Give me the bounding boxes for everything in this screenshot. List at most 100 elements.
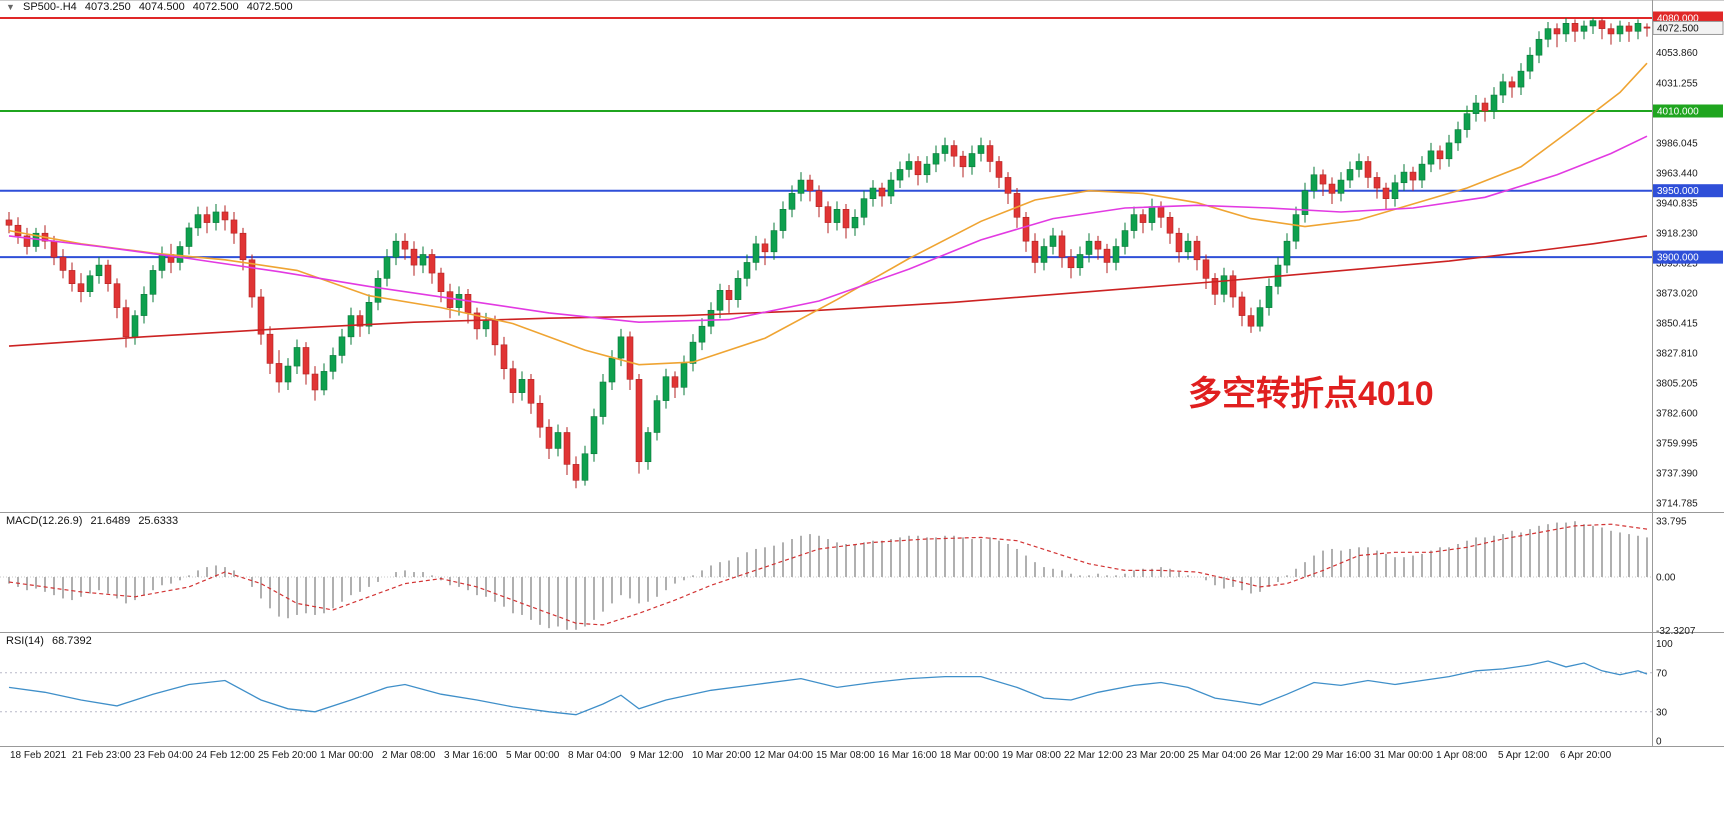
candle-body	[1256, 307, 1264, 327]
candle-body	[1328, 183, 1336, 194]
price-tick-label: 3940.835	[1656, 198, 1698, 209]
price-tick-label: 3782.600	[1656, 409, 1698, 420]
time-axis-label: 22 Mar 12:00	[1064, 750, 1123, 761]
candle-body	[311, 373, 319, 391]
macd-tick-label: 33.795	[1656, 517, 1687, 528]
candle-body	[1166, 216, 1174, 234]
candle-body	[275, 363, 283, 383]
candle-body	[104, 264, 112, 285]
candle-body	[824, 206, 832, 223]
candle-body	[230, 219, 238, 234]
candle-body	[428, 254, 436, 274]
candle-body	[1157, 206, 1165, 218]
candle-body	[644, 432, 652, 463]
candle-body	[1310, 174, 1318, 192]
candle-body	[1625, 25, 1633, 32]
candle-body	[410, 248, 418, 266]
chart-title: ▼ SP500-.H4 4073.250 4074.500 4072.500 4…	[6, 1, 298, 13]
candle-body	[986, 145, 994, 162]
candle-body	[1607, 28, 1615, 35]
macd-value-signal: 25.6333	[138, 515, 179, 527]
macd-tick-label: -32.3207	[1656, 626, 1696, 637]
candle-body	[689, 341, 697, 364]
time-axis-label: 23 Feb 04:00	[134, 750, 193, 761]
candle-body	[86, 275, 94, 292]
candle-body	[1391, 182, 1399, 199]
candle-body	[1337, 179, 1345, 194]
candle-body	[887, 179, 895, 197]
time-axis-label: 18 Feb 2021	[10, 750, 67, 761]
candle-body	[932, 153, 940, 165]
candle-body	[491, 320, 499, 346]
candle-body	[437, 272, 445, 292]
price-tick-label: 3963.440	[1656, 168, 1698, 179]
candle-body	[509, 368, 517, 393]
candle-body	[1247, 315, 1255, 327]
candle-body	[239, 232, 247, 261]
candle-body	[554, 432, 562, 449]
candle-body	[1004, 177, 1012, 194]
price-tick-label: 3827.810	[1656, 349, 1698, 360]
rsi-line	[8, 660, 1648, 716]
candle-body	[455, 294, 463, 308]
candle-body	[1544, 28, 1552, 40]
candle-body	[572, 464, 580, 481]
chevron-down-icon[interactable]: ▼	[6, 2, 15, 12]
candle-body	[1418, 163, 1426, 181]
candle-body	[977, 145, 985, 154]
candle-body	[1301, 190, 1309, 215]
candle-body	[1121, 230, 1129, 247]
rsi-tick-label: 70	[1656, 668, 1668, 679]
candle-body	[401, 240, 409, 250]
macd-indicator-name: MACD(12.26.9)	[6, 515, 83, 527]
candle-body	[1454, 129, 1462, 144]
candle-body	[1409, 171, 1417, 181]
price-tick-label: 4053.860	[1656, 48, 1698, 59]
macd-panel-label: MACD(12.26.9) 21.6489 25.6333	[6, 515, 183, 527]
time-axis-label: 21 Feb 23:00	[72, 750, 131, 761]
time-axis-label: 15 Mar 08:00	[816, 750, 875, 761]
candle-body	[140, 294, 148, 316]
macd-signal-line	[8, 523, 1648, 626]
ohlc-high: 4074.500	[138, 1, 185, 13]
ma-magenta-long	[8, 135, 1648, 324]
candle-body	[1589, 20, 1597, 27]
price-tick-label: 3805.205	[1656, 379, 1698, 390]
macd-tick-label: 0.00	[1656, 573, 1676, 584]
time-axis-label: 31 Mar 00:00	[1374, 750, 1433, 761]
price-badge-label: 4010.000	[1657, 106, 1699, 117]
candle-body	[68, 270, 76, 285]
rsi-value: 68.7392	[51, 635, 92, 647]
ma-orange-medium	[8, 62, 1648, 366]
rsi-panel-label: RSI(14) 68.7392	[6, 635, 97, 647]
candle-body	[1031, 240, 1039, 263]
candle-body	[77, 283, 85, 292]
candle-body	[113, 283, 121, 308]
time-axis-label: 1 Apr 08:00	[1436, 750, 1488, 761]
candle-body	[1427, 150, 1435, 165]
price-badge	[1653, 250, 1723, 264]
candle-body	[842, 209, 850, 229]
price-tick-label: 3918.230	[1656, 228, 1698, 239]
candle-body	[788, 193, 796, 210]
candle-body	[59, 256, 67, 271]
ohlc-open: 4073.250	[84, 1, 131, 13]
candle-body	[761, 243, 769, 253]
time-axis-label: 5 Mar 00:00	[506, 750, 560, 761]
time-axis-label: 19 Mar 08:00	[1002, 750, 1061, 761]
candle-body	[302, 347, 310, 375]
candle-body	[1445, 142, 1453, 160]
candle-body	[23, 235, 31, 247]
candle-body	[914, 161, 922, 176]
candle-body	[653, 400, 661, 433]
candle-body	[1130, 214, 1138, 231]
candle-body	[1013, 193, 1021, 218]
candle-body	[356, 315, 364, 327]
candle-body	[1292, 214, 1300, 242]
candle-body	[878, 187, 886, 197]
candle-body	[617, 336, 625, 359]
candle-body	[851, 216, 859, 229]
candle-body	[923, 163, 931, 176]
